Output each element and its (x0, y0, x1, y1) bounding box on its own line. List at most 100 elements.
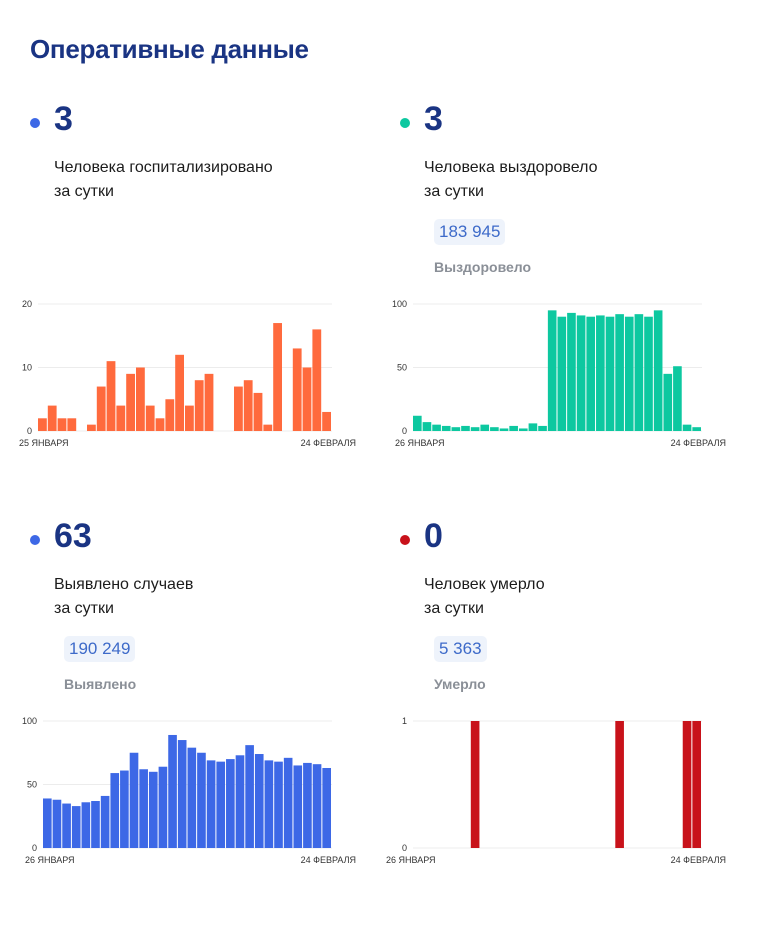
bar (91, 801, 100, 848)
bar (422, 422, 432, 431)
bar (461, 425, 470, 431)
daily-description: Человека госпитализировано за сутки (54, 159, 273, 200)
bar (126, 373, 135, 431)
chart-deaths: 0 1 26 ЯНВАРЯ 24 ФЕВРАЛЯ (370, 711, 750, 881)
bar (263, 424, 273, 431)
bar (155, 418, 165, 431)
bar (624, 316, 634, 431)
bar (129, 752, 139, 848)
bar (243, 380, 253, 431)
bar (234, 386, 243, 431)
total-label: Выздоровело (434, 259, 532, 275)
x-start-label: 26 ЯНВАРЯ (386, 855, 436, 865)
bar (96, 386, 106, 431)
bar (682, 721, 692, 848)
y-tick-label: 50 (27, 780, 37, 790)
page-title: Оперативные данные (30, 34, 309, 64)
bar (264, 760, 274, 848)
daily-value: 3 (54, 100, 73, 138)
bar (116, 405, 126, 431)
x-end-label: 24 ФЕВРАЛЯ (671, 855, 726, 865)
daily-description: Выявлено случаев за сутки (54, 576, 194, 617)
bar (194, 380, 204, 431)
bar (692, 721, 701, 848)
bar (100, 795, 110, 848)
y-tick-label: 1 (402, 716, 407, 726)
bar (245, 745, 254, 848)
panel-deaths: 0 Человек умерло за сутки 5 363 Умерло (400, 517, 758, 943)
bar (110, 773, 120, 848)
bar (145, 405, 155, 431)
bar (509, 425, 518, 431)
bar (615, 314, 624, 431)
y-tick-label: 0 (27, 426, 32, 436)
bar (692, 427, 701, 431)
bar (663, 373, 673, 431)
bar (47, 405, 57, 431)
bar (432, 424, 441, 431)
daily-value: 63 (54, 517, 92, 555)
bar (81, 802, 91, 848)
y-tick-label: 0 (402, 426, 407, 436)
bar (253, 392, 263, 431)
status-dot-icon (400, 535, 410, 545)
bar (312, 764, 322, 848)
bar (480, 424, 490, 431)
daily-description: Человека выздоровело за сутки (424, 159, 598, 200)
bar (216, 761, 226, 848)
bar (528, 423, 538, 431)
bar (206, 760, 216, 848)
total-badge: 190 249 (64, 636, 136, 662)
status-dot-icon (30, 118, 40, 128)
bar (557, 316, 567, 431)
panel-cases: 63 Выявлено случаев за сутки 190 249 Выя… (30, 517, 390, 943)
bar (312, 329, 322, 431)
bar (322, 767, 331, 848)
bar (470, 721, 480, 848)
bar (168, 734, 177, 848)
panel-recovered: 3 Человека выздоровело за сутки 183 945 … (400, 100, 758, 526)
bar (67, 418, 77, 431)
y-tick-label: 100 (392, 299, 407, 309)
bar (413, 415, 422, 431)
bar (644, 316, 653, 431)
bar (177, 740, 187, 848)
total-label: Умерло (434, 676, 486, 692)
status-dot-icon (400, 118, 410, 128)
bar (576, 315, 586, 431)
bar (226, 759, 235, 848)
total-badge: 183 945 (434, 219, 506, 245)
bar (274, 761, 283, 848)
bar (605, 316, 615, 431)
x-start-label: 26 ЯНВАРЯ (25, 855, 75, 865)
bar (235, 755, 245, 848)
bar (43, 798, 52, 848)
x-end-label: 24 ФЕВРАЛЯ (301, 855, 356, 865)
bar (518, 428, 528, 431)
bar (38, 418, 47, 431)
bar (185, 405, 194, 431)
y-tick-label: 0 (402, 843, 407, 853)
bar (120, 770, 129, 848)
bar (292, 348, 302, 431)
bar (52, 799, 62, 848)
x-end-label: 24 ФЕВРАЛЯ (671, 438, 726, 448)
y-tick-label: 50 (397, 363, 407, 373)
bar (682, 424, 692, 431)
bar (490, 427, 499, 431)
bar (586, 316, 596, 431)
bar (57, 418, 67, 431)
bar (596, 315, 605, 431)
bar (547, 310, 557, 431)
bar (615, 721, 624, 848)
chart-cases: 0 50 100 26 ЯНВАРЯ 24 ФЕВРАЛЯ (0, 711, 370, 881)
bar (254, 754, 264, 848)
daily-value: 0 (424, 517, 443, 555)
bar (197, 752, 206, 848)
chart-hospitalized: 0 10 20 25 ЯНВАРЯ 24 ФЕВРАЛЯ (0, 294, 370, 464)
daily-value: 3 (424, 100, 443, 138)
bar (470, 427, 480, 431)
y-tick-label: 100 (22, 716, 37, 726)
panel-hospitalized: 3 Человека госпитализировано за сутки (30, 100, 390, 526)
bar (293, 765, 303, 848)
